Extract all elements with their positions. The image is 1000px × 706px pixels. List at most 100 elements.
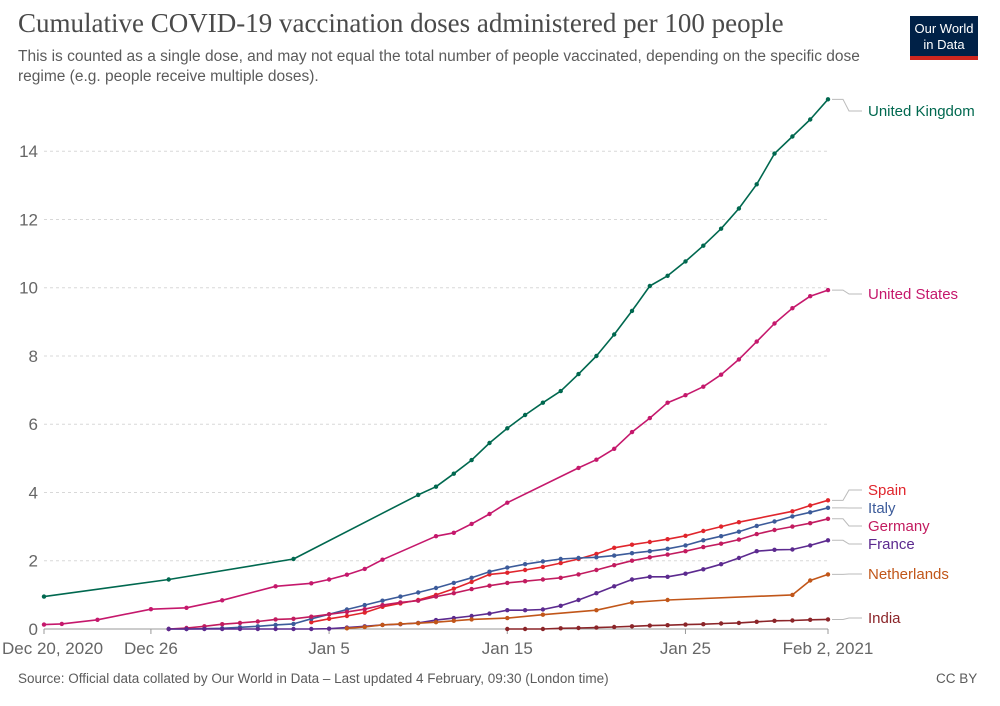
data-point[interactable]	[754, 523, 759, 529]
data-point[interactable]	[380, 557, 385, 562]
data-point[interactable]	[505, 615, 510, 621]
series-label-spain[interactable]: Spain	[868, 482, 906, 499]
data-point[interactable]	[665, 574, 670, 579]
data-point[interactable]	[808, 543, 813, 548]
data-point[interactable]	[487, 440, 492, 446]
data-point[interactable]	[433, 620, 439, 625]
data-point[interactable]	[433, 594, 439, 599]
data-point[interactable]	[451, 591, 456, 596]
data-point[interactable]	[594, 551, 599, 557]
data-point[interactable]	[736, 537, 742, 542]
data-point[interactable]	[291, 556, 296, 562]
data-point[interactable]	[202, 626, 207, 632]
data-point[interactable]	[647, 574, 652, 579]
data-point[interactable]	[576, 555, 581, 561]
data-point[interactable]	[522, 608, 528, 613]
data-point[interactable]	[59, 621, 64, 627]
data-point[interactable]	[540, 626, 546, 632]
data-point[interactable]	[451, 471, 456, 476]
data-point[interactable]	[433, 484, 439, 489]
data-point[interactable]	[273, 584, 278, 589]
series-label-netherlands[interactable]: Netherlands	[868, 566, 949, 583]
data-point[interactable]	[612, 545, 617, 550]
data-point[interactable]	[344, 609, 350, 615]
data-point[interactable]	[487, 511, 492, 517]
data-point[interactable]	[665, 623, 670, 628]
data-point[interactable]	[594, 608, 599, 613]
data-point[interactable]	[825, 516, 831, 521]
data-point[interactable]	[701, 528, 706, 534]
data-point[interactable]	[469, 575, 474, 580]
data-point[interactable]	[772, 618, 777, 623]
data-point[interactable]	[683, 549, 688, 554]
data-point[interactable]	[701, 567, 706, 572]
data-point[interactable]	[237, 626, 243, 632]
data-point[interactable]	[701, 622, 706, 627]
data-point[interactable]	[166, 577, 171, 582]
data-point[interactable]	[469, 521, 474, 527]
data-point[interactable]	[790, 618, 795, 623]
data-point[interactable]	[736, 206, 742, 211]
data-point[interactable]	[558, 603, 563, 608]
owid-logo[interactable]: Our World in Data	[910, 16, 978, 60]
data-point[interactable]	[309, 614, 314, 619]
data-point[interactable]	[540, 564, 546, 570]
data-point[interactable]	[291, 626, 296, 632]
data-point[interactable]	[505, 580, 510, 586]
data-point[interactable]	[629, 551, 635, 556]
data-point[interactable]	[718, 534, 724, 539]
series-line-spain[interactable]	[311, 499, 829, 623]
data-point[interactable]	[416, 492, 421, 498]
data-point[interactable]	[808, 617, 813, 622]
data-point[interactable]	[647, 283, 652, 289]
data-point[interactable]	[825, 617, 831, 622]
data-point[interactable]	[612, 584, 617, 589]
data-point[interactable]	[683, 622, 688, 627]
data-point[interactable]	[718, 562, 724, 567]
data-point[interactable]	[612, 624, 617, 630]
data-point[interactable]	[469, 613, 474, 619]
data-point[interactable]	[540, 607, 546, 612]
data-point[interactable]	[362, 566, 367, 572]
data-point[interactable]	[594, 625, 599, 630]
data-point[interactable]	[433, 585, 439, 591]
data-point[interactable]	[166, 626, 171, 632]
data-point[interactable]	[772, 547, 777, 552]
data-point[interactable]	[220, 622, 225, 627]
data-point[interactable]	[754, 531, 759, 537]
data-point[interactable]	[184, 626, 189, 632]
data-point[interactable]	[433, 534, 439, 539]
data-point[interactable]	[522, 626, 528, 632]
data-point[interactable]	[505, 626, 510, 632]
data-point[interactable]	[540, 612, 546, 617]
data-point[interactable]	[487, 569, 492, 574]
data-point[interactable]	[772, 151, 777, 156]
data-point[interactable]	[594, 353, 599, 359]
data-point[interactable]	[808, 578, 813, 583]
data-point[interactable]	[487, 583, 492, 588]
data-point[interactable]	[41, 622, 47, 627]
data-point[interactable]	[558, 575, 563, 580]
series-label-germany[interactable]: Germany	[868, 518, 930, 535]
data-point[interactable]	[647, 539, 652, 545]
data-point[interactable]	[665, 273, 670, 278]
data-point[interactable]	[736, 620, 742, 626]
data-point[interactable]	[220, 626, 225, 632]
data-point[interactable]	[718, 226, 724, 231]
data-point[interactable]	[326, 616, 332, 621]
data-point[interactable]	[683, 543, 688, 548]
data-point[interactable]	[380, 602, 385, 608]
data-point[interactable]	[95, 617, 100, 622]
data-point[interactable]	[718, 372, 724, 377]
data-point[interactable]	[398, 621, 403, 627]
data-point[interactable]	[326, 626, 332, 631]
data-point[interactable]	[790, 524, 795, 529]
series-line-germany[interactable]	[168, 518, 829, 630]
data-point[interactable]	[326, 612, 332, 617]
data-point[interactable]	[629, 308, 635, 314]
data-point[interactable]	[362, 610, 367, 615]
data-point[interactable]	[790, 509, 795, 514]
data-point[interactable]	[344, 613, 350, 619]
data-point[interactable]	[505, 570, 510, 575]
data-point[interactable]	[629, 429, 635, 435]
